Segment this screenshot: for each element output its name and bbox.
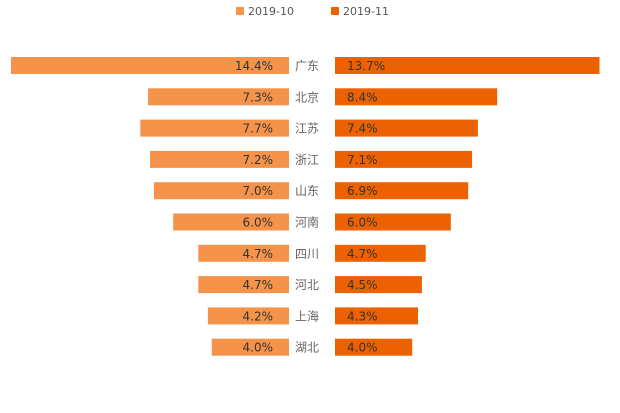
data-label-2019-11-row-9: 4.0% [347, 341, 378, 355]
data-label-2019-11-row-1: 8.4% [347, 90, 378, 104]
data-label-2019-10-row-2: 7.7% [243, 122, 274, 136]
category-label-row-1: 北京 [295, 90, 319, 104]
bar-2019-11-row-2[interactable] [335, 119, 478, 137]
category-label-row-8: 上海 [295, 308, 319, 323]
bar-2019-10-row-0[interactable] [11, 57, 289, 74]
bar-2019-11-row-3[interactable] [335, 150, 473, 168]
bar-2019-10-row-8[interactable] [207, 307, 289, 325]
bar-2019-10-row-4[interactable] [153, 182, 289, 200]
bar-2019-10-row-9[interactable] [211, 338, 289, 356]
data-label-2019-10-row-8: 4.2% [243, 309, 274, 323]
category-label-row-2: 江苏 [295, 122, 319, 136]
bar-2019-10-row-2[interactable] [140, 119, 289, 137]
data-label-2019-11-row-6: 4.7% [347, 247, 378, 261]
data-label-2019-10-row-9: 4.0% [243, 341, 274, 355]
legend[interactable]: 2019-10 2019-11 [236, 5, 389, 18]
bar-2019-11-row-6[interactable] [335, 244, 426, 262]
data-label-2019-11-row-0: 13.7% [347, 59, 385, 73]
category-label-row-5: 河南 [295, 215, 319, 230]
legend-label-2019-11: 2019-11 [343, 5, 389, 18]
bar-2019-11-row-9[interactable] [335, 338, 413, 356]
category-label-row-7: 河北 [295, 278, 319, 292]
data-label-2019-10-row-0: 14.4% [235, 59, 273, 73]
data-label-2019-10-row-1: 7.3% [243, 90, 274, 104]
data-label-2019-10-row-6: 4.7% [243, 247, 274, 261]
data-label-2019-10-row-5: 6.0% [243, 216, 274, 230]
category-label-row-0: 广东 [295, 59, 319, 73]
legend-swatch-2019-10 [236, 7, 244, 15]
legend-swatch-2019-11 [331, 7, 339, 15]
bar-2019-10-row-1[interactable] [148, 88, 289, 106]
bar-2019-11-row-8[interactable] [335, 307, 418, 325]
legend-item-2019-10[interactable]: 2019-10 [236, 5, 294, 18]
bar-2019-11-row-7[interactable] [335, 276, 422, 294]
data-label-2019-10-row-3: 7.2% [243, 153, 274, 167]
data-label-2019-10-row-7: 4.7% [243, 278, 274, 292]
bar-2019-11-row-1[interactable] [335, 88, 498, 106]
data-label-2019-11-row-5: 6.0% [347, 216, 378, 230]
bar-2019-10-row-7[interactable] [198, 276, 289, 294]
data-label-2019-11-row-3: 7.1% [347, 153, 378, 167]
bar-2019-10-row-6[interactable] [198, 244, 289, 262]
category-label-row-9: 湖北 [295, 340, 319, 355]
bar-2019-11-row-5[interactable] [335, 213, 451, 231]
data-label-2019-11-row-7: 4.5% [347, 278, 378, 292]
category-label-row-6: 四川 [295, 247, 319, 261]
bar-2019-10-row-5[interactable] [173, 213, 289, 231]
data-label-2019-10-row-4: 7.0% [243, 184, 274, 198]
category-label-row-4: 山东 [295, 184, 319, 198]
bar-2019-10-row-3[interactable] [150, 150, 289, 168]
data-label-2019-11-row-4: 6.9% [347, 184, 378, 198]
bar-2019-11-row-0[interactable] [335, 57, 600, 74]
category-label-row-3: 浙江 [295, 153, 319, 167]
legend-label-2019-10: 2019-10 [248, 5, 294, 18]
legend-item-2019-11[interactable]: 2019-11 [331, 5, 389, 18]
bar-2019-11-row-4[interactable] [335, 182, 469, 200]
data-label-2019-11-row-2: 7.4% [347, 122, 378, 136]
bars-group: 14.4% 广东 13.7% 7.3% 北京 8.4% 7.7% 江苏 7.4% 7.2% 浙江 7.… [11, 57, 600, 356]
data-label-2019-11-row-8: 4.3% [347, 309, 378, 323]
